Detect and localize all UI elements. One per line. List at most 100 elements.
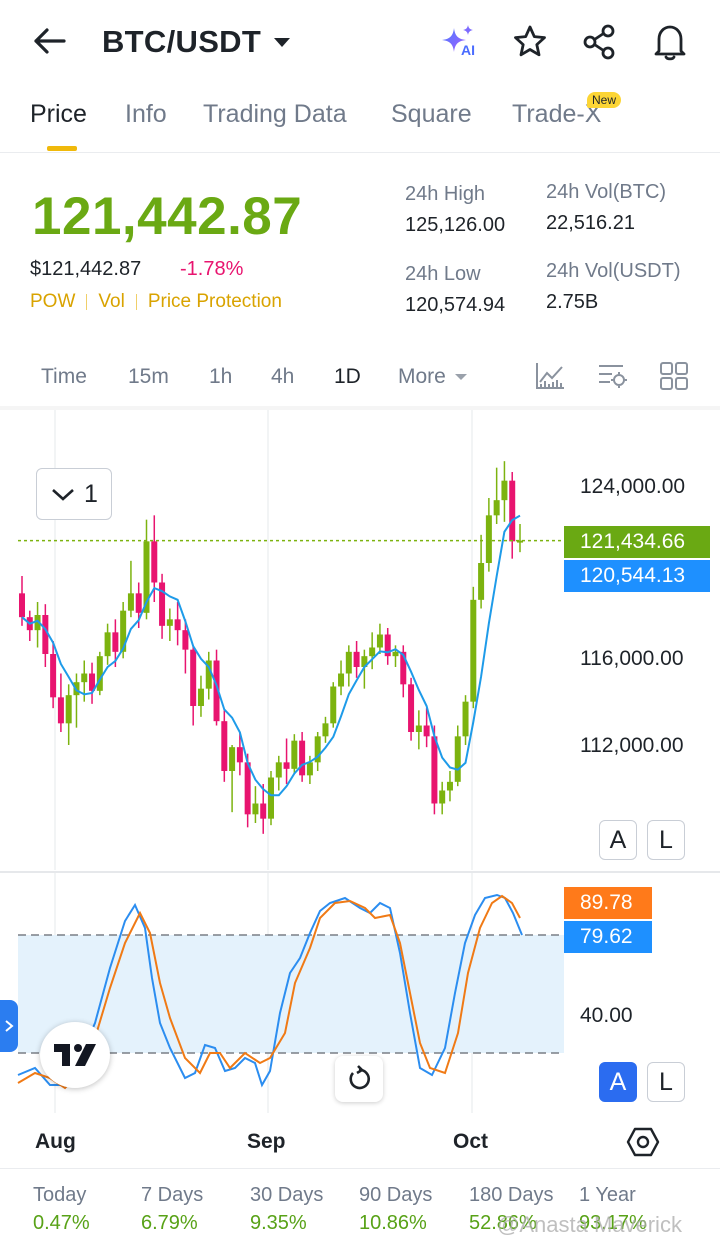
vol-usdt-label: 24h Vol(USDT) xyxy=(546,260,681,282)
tf-time[interactable]: Time xyxy=(41,365,87,388)
candle-body xyxy=(229,747,236,771)
candle-body xyxy=(392,651,399,657)
candle-body xyxy=(446,781,453,791)
ai-sparkle-button[interactable]: AI xyxy=(438,22,482,62)
favorite-star-icon[interactable] xyxy=(510,22,550,62)
sparkle-icon xyxy=(442,25,473,52)
perf-label: 1 Year xyxy=(579,1184,636,1206)
tag-pow[interactable]: POW xyxy=(30,291,76,312)
pair-selector[interactable]: BTC/USDT xyxy=(102,20,293,64)
reset-chart-button[interactable] xyxy=(335,1056,383,1102)
kdj-indicator-chart[interactable] xyxy=(0,873,720,1113)
candle-body xyxy=(322,723,329,737)
candle-body xyxy=(330,686,337,724)
x-axis-label: Oct xyxy=(453,1130,489,1153)
candle-body xyxy=(174,619,181,631)
candle-body xyxy=(306,762,313,776)
perf-value: 6.79% xyxy=(141,1212,198,1234)
chevron-right-icon xyxy=(5,1020,14,1032)
tradingview-logo[interactable] xyxy=(40,1022,110,1088)
perf-value: 10.86% xyxy=(359,1212,427,1234)
candle-body xyxy=(81,673,88,683)
price-axis-label: 112,000.00 xyxy=(580,734,684,757)
candle-body xyxy=(190,649,197,706)
candle-body xyxy=(182,630,189,650)
auto-scale-button-active[interactable]: A xyxy=(599,1062,637,1102)
candle-body xyxy=(353,651,360,667)
last-price-tag: 121,434.66 xyxy=(564,526,710,558)
tf-more[interactable]: More xyxy=(398,365,470,389)
usd-price: $121,442.87 xyxy=(30,258,142,280)
perf-value: 52.86% xyxy=(469,1212,537,1234)
perf-label: Today xyxy=(33,1184,87,1206)
tag-price-protection[interactable]: Price Protection xyxy=(147,291,282,312)
back-icon[interactable] xyxy=(30,22,70,62)
candle-body xyxy=(369,647,376,657)
high-label: 24h High xyxy=(405,183,486,205)
side-drawer-handle[interactable] xyxy=(0,1000,18,1052)
candle-body xyxy=(361,656,368,667)
divider xyxy=(0,871,720,873)
candle-body xyxy=(42,615,49,654)
candle-body xyxy=(268,777,274,819)
tab-price[interactable]: Price xyxy=(30,100,87,128)
chevron-down-icon xyxy=(52,489,74,501)
candle-body xyxy=(57,697,64,724)
candle-body xyxy=(244,762,251,815)
candle-body xyxy=(439,790,446,804)
candle-body xyxy=(112,632,119,652)
ma-period-dropdown[interactable]: 1 xyxy=(36,468,112,520)
tab-info[interactable]: Info xyxy=(125,100,167,128)
log-scale-button[interactable]: L xyxy=(647,1062,685,1102)
divider xyxy=(0,1168,720,1169)
tab-square[interactable]: Square xyxy=(391,100,472,128)
candle-body xyxy=(470,599,477,702)
candle-body xyxy=(517,540,523,543)
perf-value: 0.47% xyxy=(33,1212,90,1234)
auto-scale-button[interactable]: A xyxy=(599,820,637,860)
tab-trade-x[interactable]: Trade-X xyxy=(512,100,602,128)
d-line xyxy=(17,894,521,1090)
chart-settings-hex-icon[interactable] xyxy=(626,1126,660,1158)
share-icon[interactable] xyxy=(580,22,620,62)
ma-price-tag: 120,544.13 xyxy=(564,560,710,592)
perf-label: 180 Days xyxy=(469,1184,554,1206)
tf-15m[interactable]: 15m xyxy=(128,365,169,388)
k-line xyxy=(17,893,523,1088)
tf-1h[interactable]: 1h xyxy=(209,365,233,388)
log-scale-button[interactable]: L xyxy=(647,820,685,860)
k-value-tag: 89.78 xyxy=(564,887,652,919)
candle-body xyxy=(96,656,103,691)
candle-body xyxy=(485,515,492,563)
candle-body xyxy=(120,610,127,652)
candle-body xyxy=(159,582,166,626)
bell-icon[interactable] xyxy=(650,20,690,62)
candle-body xyxy=(462,701,469,737)
candle-body xyxy=(345,651,352,674)
tf-1d[interactable]: 1D xyxy=(334,365,361,388)
candle-body xyxy=(431,736,438,804)
perf-label: 7 Days xyxy=(141,1184,204,1206)
tag-vol[interactable]: Vol xyxy=(98,291,125,312)
candle-body xyxy=(197,688,204,706)
candle-body xyxy=(314,736,321,763)
tag-row: POW Vol Price Protection xyxy=(30,291,282,313)
ai-badge-label: AI xyxy=(461,42,475,58)
tab-trading-data[interactable]: Trading Data xyxy=(203,100,347,128)
layout-grid-icon[interactable] xyxy=(658,360,690,392)
chart-settings-icon[interactable] xyxy=(596,360,630,392)
candlestick-chart[interactable] xyxy=(0,410,720,870)
x-axis-label: Sep xyxy=(247,1130,286,1153)
ma-line xyxy=(21,514,521,797)
perf-value: 93.17% xyxy=(579,1212,647,1234)
candle-body xyxy=(89,673,96,691)
price-change: -1.78% xyxy=(180,258,244,280)
caret-down-icon xyxy=(274,38,291,47)
candle-body xyxy=(509,480,516,542)
tf-4h[interactable]: 4h xyxy=(271,365,295,388)
new-badge: New xyxy=(587,92,622,108)
indicator-chart-icon[interactable] xyxy=(533,360,567,392)
pair-title: BTC/USDT xyxy=(102,24,262,59)
divider xyxy=(0,152,720,153)
candle-body xyxy=(283,762,290,769)
